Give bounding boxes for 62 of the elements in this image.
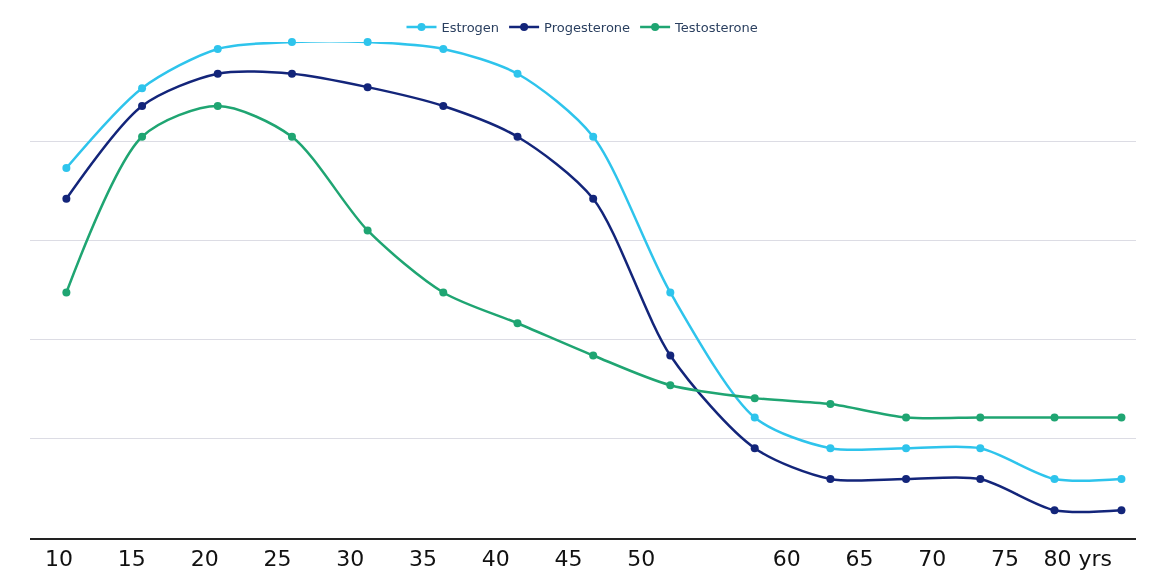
point bbox=[513, 132, 522, 141]
x-tick-label: 80 yrs bbox=[1043, 546, 1113, 572]
point bbox=[138, 101, 147, 110]
point bbox=[287, 69, 296, 78]
point bbox=[666, 351, 675, 360]
point bbox=[589, 132, 598, 141]
point bbox=[976, 413, 985, 422]
point bbox=[826, 474, 835, 483]
x-tick-label: 20 bbox=[190, 546, 219, 572]
point bbox=[62, 288, 71, 297]
point bbox=[439, 44, 448, 53]
point bbox=[750, 394, 759, 403]
point bbox=[213, 44, 222, 53]
point bbox=[1117, 474, 1126, 483]
point bbox=[1117, 506, 1126, 515]
x-tick-label: 50 bbox=[627, 546, 656, 572]
point bbox=[666, 288, 675, 297]
legend-label: Progesterone bbox=[544, 20, 631, 36]
point bbox=[363, 226, 372, 235]
x-tick-label: 35 bbox=[408, 546, 437, 572]
point bbox=[439, 288, 448, 297]
point bbox=[213, 69, 222, 78]
x-tick-label: 60 bbox=[772, 546, 801, 572]
point bbox=[439, 101, 448, 110]
point bbox=[750, 413, 759, 422]
point bbox=[1050, 413, 1059, 422]
point bbox=[666, 381, 675, 390]
point bbox=[287, 38, 296, 46]
x-tick-label: 40 bbox=[481, 546, 510, 572]
x-tick-label: 10 bbox=[45, 546, 74, 572]
point bbox=[902, 474, 911, 483]
x-tick-label: 70 bbox=[918, 546, 947, 572]
point bbox=[902, 444, 911, 453]
point bbox=[976, 444, 985, 453]
point bbox=[1117, 413, 1126, 422]
point bbox=[589, 194, 598, 203]
point bbox=[902, 413, 911, 422]
point bbox=[589, 351, 598, 360]
point bbox=[287, 132, 296, 141]
x-tick-label: 15 bbox=[117, 546, 146, 572]
point bbox=[363, 83, 372, 92]
point bbox=[62, 194, 71, 203]
point bbox=[138, 84, 147, 93]
point bbox=[363, 38, 372, 46]
x-tick-label: 75 bbox=[991, 546, 1020, 572]
point bbox=[976, 474, 985, 483]
x-tick-label: 25 bbox=[263, 546, 292, 572]
point bbox=[750, 444, 759, 453]
point bbox=[513, 319, 522, 328]
x-tick-label: 65 bbox=[845, 546, 874, 572]
point bbox=[1050, 506, 1059, 515]
point bbox=[213, 101, 222, 110]
point bbox=[826, 400, 835, 409]
point bbox=[62, 163, 71, 172]
legend-label: Estrogen bbox=[441, 20, 500, 36]
x-tick-label: 30 bbox=[336, 546, 365, 572]
x-tick-label: 45 bbox=[554, 546, 583, 572]
point bbox=[826, 444, 835, 453]
legend-label: Testosterone bbox=[674, 20, 758, 36]
point bbox=[138, 132, 147, 141]
point bbox=[513, 69, 522, 78]
point bbox=[1050, 474, 1059, 483]
